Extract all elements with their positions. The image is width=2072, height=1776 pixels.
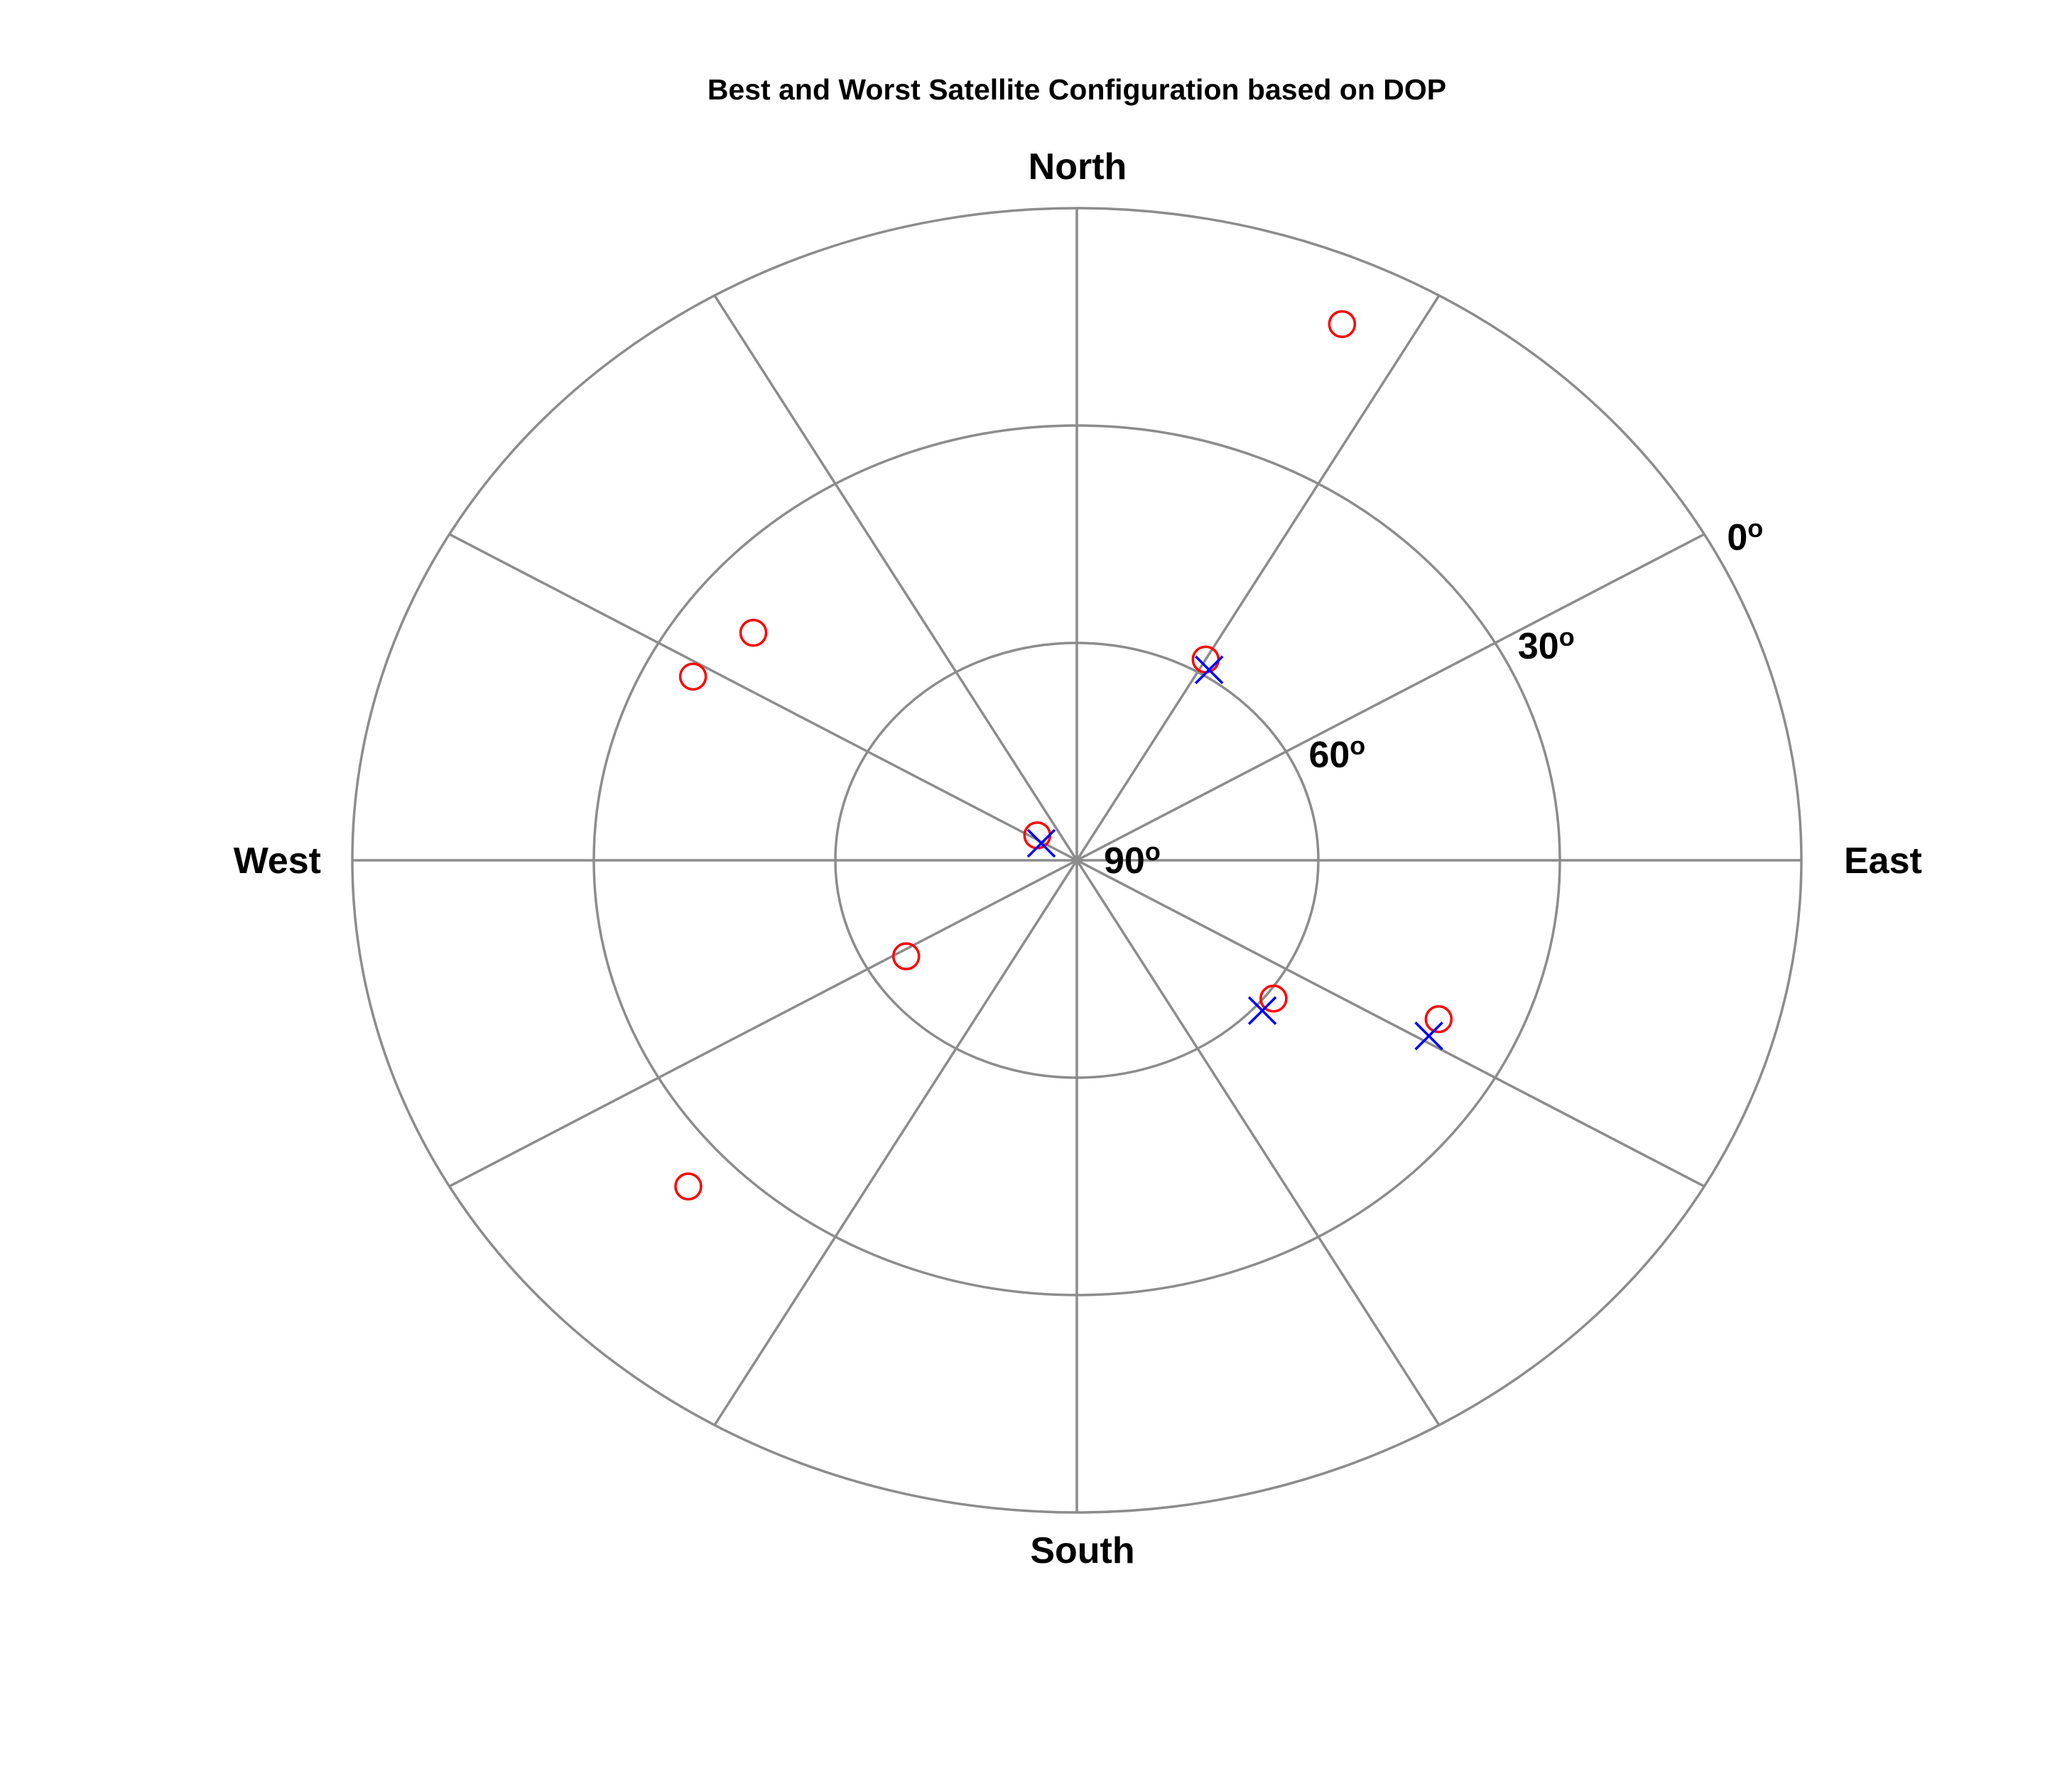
azimuth-spoke-240 (448, 859, 1078, 1188)
elevation-label-60: 60o (1308, 731, 1365, 776)
azimuth-spokes (352, 208, 1801, 1512)
elevation-label-30: 30o (1518, 622, 1575, 667)
satellite-x-marker (1026, 828, 1056, 858)
west-label: West (234, 840, 321, 882)
east-label: East (1844, 840, 1922, 882)
north-label: North (1029, 146, 1127, 188)
satellite-circle-marker (891, 942, 921, 970)
azimuth-spoke-330 (713, 295, 1078, 861)
azimuth-spoke-60 (1076, 533, 1705, 862)
azimuth-spoke-150 (1075, 860, 1441, 1426)
azimuth-spoke-300 (448, 533, 1078, 862)
elevation-label-0: 0o (1727, 514, 1763, 558)
azimuth-spoke-120 (1076, 859, 1705, 1188)
satellite-circle-marker (1424, 1005, 1453, 1034)
satellite-circle-marker (739, 618, 768, 647)
elevation-ring-labels: 0o 30o 60o 90o (1104, 514, 1763, 882)
azimuth-spoke-210 (713, 860, 1078, 1426)
south-label: South (1030, 1530, 1134, 1571)
azimuth-spoke-30 (1075, 295, 1441, 861)
satellite-circle-marker (674, 1172, 703, 1201)
satellite-markers (674, 310, 1453, 1201)
satellite-x-marker (1247, 996, 1277, 1025)
satellite-circle-marker (678, 662, 707, 691)
satellite-circle-marker (1259, 984, 1288, 1013)
chart-title: Best and Worst Satellite Configuration b… (707, 73, 1446, 106)
elevation-label-90: 90o (1104, 837, 1161, 882)
satellite-x-marker (1414, 1022, 1443, 1051)
satellite-circle-marker (1328, 310, 1357, 338)
satellite-x-marker (1194, 655, 1224, 685)
